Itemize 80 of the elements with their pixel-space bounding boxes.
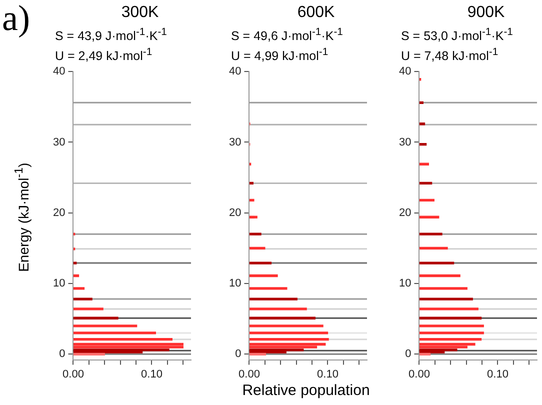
bar	[249, 216, 258, 218]
bar	[419, 262, 454, 264]
x-tick-label: 0.10	[487, 368, 508, 380]
text: U = 7,48 kJ·mol$^{-1}$	[401, 47, 500, 64]
bar	[249, 338, 329, 341]
y-tick-label: 20	[398, 206, 412, 219]
bar	[419, 352, 431, 356]
bar	[249, 262, 272, 264]
bar	[73, 346, 184, 348]
bar	[249, 274, 278, 278]
bar	[419, 342, 476, 346]
y-tick-label: 40	[398, 66, 412, 78]
bar	[419, 287, 468, 290]
bar	[73, 262, 77, 264]
y-tick-label: 0	[59, 348, 66, 360]
bar	[249, 182, 254, 185]
bar	[73, 298, 92, 300]
y-tick-label: 20	[52, 206, 66, 219]
chart-subtitle: S = 43,9 J·mol$^{-1}$·K$^{-1}$	[55, 27, 167, 44]
y-tick-label: 10	[52, 278, 66, 290]
bar	[73, 338, 172, 341]
bar	[419, 298, 473, 300]
y-tick-label: 30	[228, 136, 242, 148]
bar	[249, 352, 266, 356]
bar	[419, 246, 448, 250]
chart-subtitle: S = 49,6 J·mol$^{-1}$·K$^{-1}$	[231, 27, 343, 44]
bar	[73, 324, 138, 328]
bar	[419, 338, 482, 341]
bar	[73, 332, 156, 334]
bar	[249, 342, 326, 346]
bar	[419, 332, 484, 334]
bar	[419, 162, 429, 166]
y-tick-label: 40	[228, 66, 242, 78]
bar	[419, 308, 478, 310]
chart-subtitle: S = 53,0 J·mol$^{-1}$·K$^{-1}$	[401, 27, 514, 44]
y-tick-label: 0	[405, 348, 412, 360]
x-tick-label: 0.10	[141, 368, 162, 380]
bar	[249, 246, 266, 250]
chart-title: 600K	[296, 4, 336, 22]
y-tick-label: 40	[52, 66, 66, 78]
bar	[249, 298, 298, 300]
bar	[249, 332, 328, 334]
bar	[73, 274, 80, 278]
text: a)	[2, 0, 30, 38]
bar	[249, 308, 307, 310]
y-tick-label: 30	[52, 136, 66, 148]
bar	[249, 324, 324, 328]
bar	[73, 352, 105, 356]
y-tick-label: 10	[228, 278, 242, 290]
text: U = 2,49 kJ·mol$^{-1}$	[55, 47, 152, 64]
text: U = 4,99 kJ·mol$^{-1}$	[231, 47, 328, 64]
bar	[249, 316, 316, 320]
bar	[419, 101, 424, 104]
bar	[249, 198, 254, 202]
bar	[419, 182, 432, 185]
x-tick-label: 0.00	[62, 368, 84, 380]
bar	[73, 316, 118, 320]
bar	[419, 198, 434, 202]
x-tick-label: 0.10	[317, 368, 338, 380]
x-axis-title: Relative population	[241, 382, 371, 399]
y-tick-label: 10	[398, 278, 412, 290]
bar	[73, 308, 104, 310]
bar	[419, 232, 442, 236]
bar	[249, 232, 262, 236]
bar	[73, 342, 184, 346]
bar	[419, 324, 484, 328]
chart-title: 900K	[466, 4, 506, 22]
chart-title: 300K	[120, 4, 160, 22]
bar	[419, 216, 440, 218]
x-tick-label: 0.00	[238, 368, 260, 380]
y-tick-label: 0	[235, 348, 242, 360]
bar	[419, 274, 460, 278]
bar	[419, 122, 426, 126]
bar	[73, 287, 85, 290]
bar	[419, 143, 427, 146]
bar	[419, 316, 482, 320]
bar	[249, 287, 288, 290]
x-tick-label: 0.00	[408, 368, 430, 380]
y-tick-label: 20	[228, 206, 242, 219]
y-tick-label: 30	[398, 136, 412, 148]
